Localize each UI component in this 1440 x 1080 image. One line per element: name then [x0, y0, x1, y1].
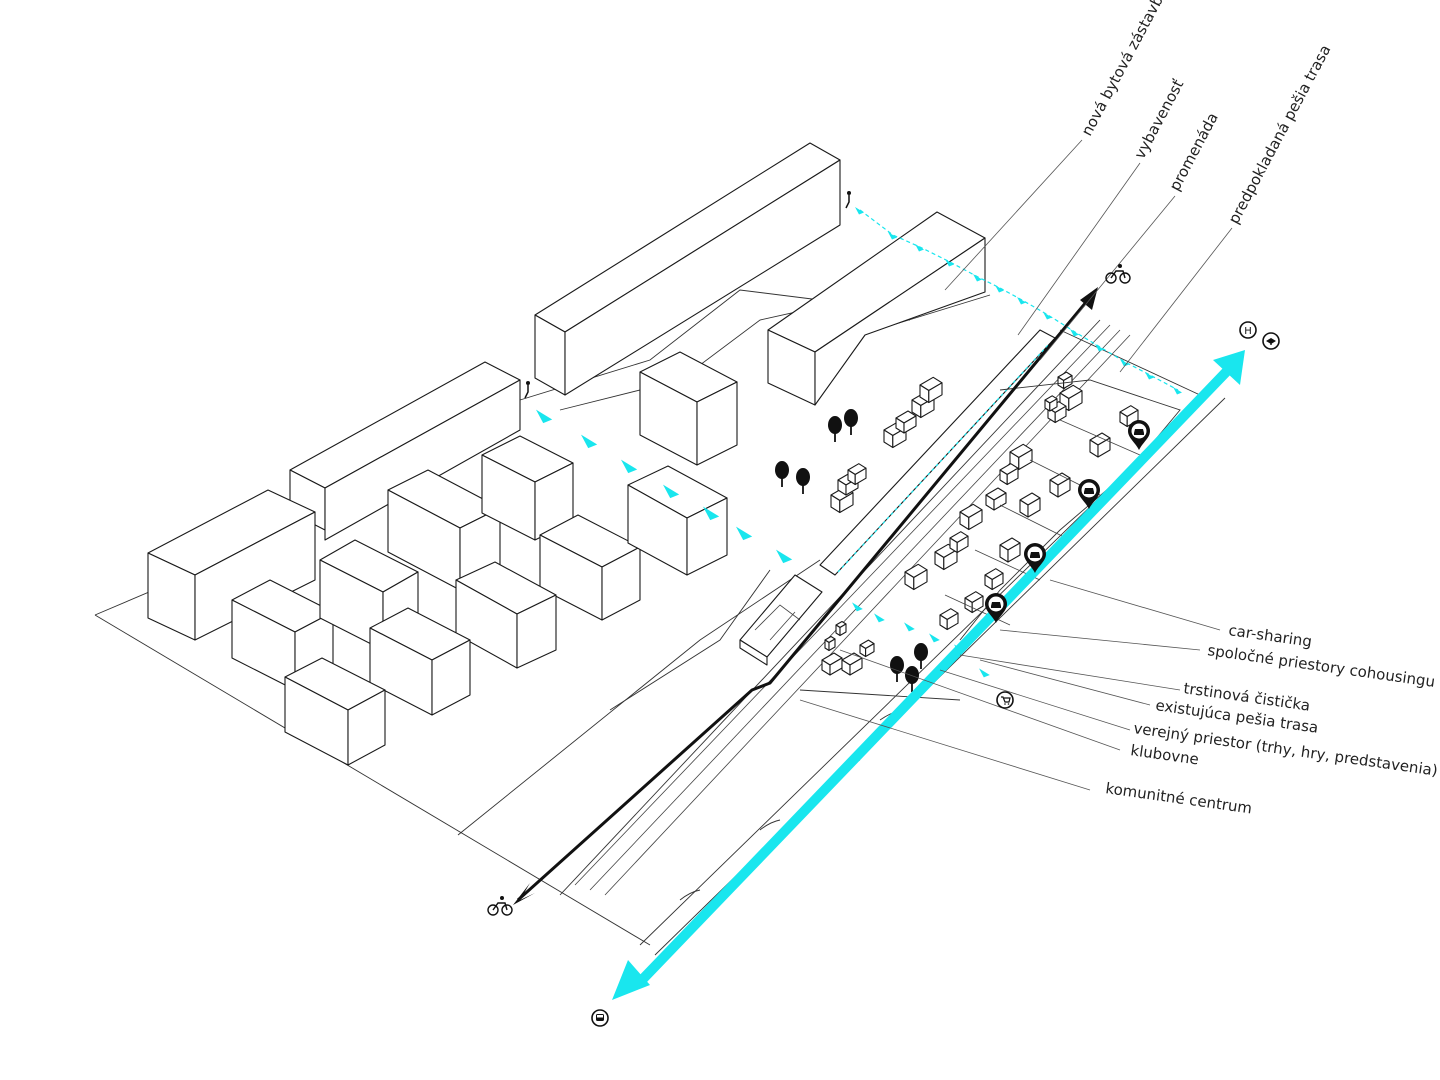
small-building — [1049, 472, 1071, 498]
small-building — [835, 620, 847, 637]
label-amenities: vybavenosť — [1131, 77, 1188, 162]
main-route-arrow-ne — [1213, 350, 1245, 385]
route-arrow — [855, 207, 864, 215]
small-building — [1089, 432, 1111, 458]
route-arrow — [954, 644, 965, 654]
route-arrow — [973, 274, 982, 282]
planned-pedestrian-route — [536, 207, 1182, 678]
buildings-new-housing — [147, 142, 986, 766]
small-building — [859, 639, 875, 658]
small-building — [904, 563, 928, 591]
route-arrow — [1120, 359, 1129, 367]
route-arrow — [1145, 372, 1154, 380]
small-building — [1019, 492, 1041, 518]
route-arrow — [945, 259, 954, 267]
label-cohousing-shared-spaces: spoločné priestory cohousingu — [1206, 641, 1436, 691]
tree-icon — [775, 461, 789, 487]
car-pin-icon — [985, 593, 1007, 623]
cycle-route-arrow-start — [513, 883, 535, 905]
hospital-icon-glyph: H — [1244, 326, 1252, 337]
route-arrow — [663, 484, 680, 499]
small-building — [984, 568, 1004, 591]
route-arrow — [904, 622, 915, 632]
route-arrow — [621, 459, 638, 474]
car-pin-icon — [1128, 420, 1150, 450]
school-icon — [1262, 332, 1280, 350]
route-arrow — [929, 633, 940, 643]
small-building — [1057, 371, 1073, 390]
tree-icon — [844, 409, 858, 435]
small-building — [841, 652, 863, 676]
car-pin-icon — [1024, 543, 1046, 573]
route-arrow — [915, 244, 924, 252]
small-building — [985, 487, 1007, 511]
existing-pedestrian-route — [612, 350, 1245, 1000]
route-arrow — [874, 613, 885, 623]
route-arrow — [995, 285, 1004, 293]
route-arrow — [888, 232, 897, 240]
route-arrow — [736, 526, 753, 541]
hospital-icon: H — [1239, 321, 1257, 339]
site-ground-lines — [94, 289, 1226, 956]
leader-lines — [799, 139, 1233, 791]
pedestrian-icon — [845, 191, 851, 209]
pedestrian-icon — [524, 381, 530, 399]
route-arrow — [1017, 297, 1026, 305]
route-arrow — [776, 549, 793, 564]
route-arrow — [1070, 329, 1079, 337]
small-building — [1119, 405, 1139, 428]
labels-top: nová bytová zástavba vybavenosť promenád… — [1078, 0, 1335, 227]
bus-icon — [591, 1009, 609, 1027]
small-building — [824, 635, 836, 652]
tree-icon — [914, 643, 928, 669]
planned-route-line — [859, 209, 1179, 391]
shopping-cart-icon — [996, 691, 1014, 709]
label-clubrooms: klubovne — [1129, 741, 1200, 768]
small-building — [939, 608, 959, 631]
cohousing-units — [821, 371, 1181, 676]
small-building — [895, 410, 917, 434]
route-arrow — [1173, 387, 1182, 395]
label-promenade: promenáda — [1166, 110, 1222, 194]
small-building — [949, 531, 969, 554]
small-building — [999, 463, 1019, 486]
label-planned-pedestrian-route: predpokladaná pešia trasa — [1225, 42, 1335, 227]
small-building — [847, 463, 867, 486]
labels-right: car-sharing spoločné priestory cohousing… — [1104, 621, 1438, 817]
small-building — [959, 503, 983, 531]
small-building — [1044, 395, 1058, 412]
route-arrow — [581, 434, 598, 449]
small-building — [964, 591, 984, 614]
route-arrow — [979, 668, 990, 678]
route-arrow — [536, 409, 553, 424]
community-centre-building — [739, 574, 823, 666]
bicycle-icon — [487, 896, 513, 916]
tree-icon — [828, 416, 842, 442]
route-arrow — [1095, 344, 1104, 352]
cycle-route-arrow-end — [1080, 287, 1098, 310]
main-route-arrow-sw — [612, 960, 650, 1000]
cycle-route — [513, 287, 1098, 905]
label-community-centre: komunitné centrum — [1104, 779, 1253, 817]
tree-icon — [905, 666, 919, 692]
small-building — [821, 652, 843, 676]
tree-icon — [796, 468, 810, 494]
route-arrow — [703, 506, 720, 521]
route-arrow — [852, 602, 863, 612]
trees — [775, 409, 928, 692]
bicycle-icon — [1105, 264, 1131, 284]
car-pin-icon — [1078, 479, 1100, 509]
route-arrow — [1043, 312, 1052, 320]
small-building — [919, 376, 943, 404]
small-building — [999, 537, 1021, 563]
